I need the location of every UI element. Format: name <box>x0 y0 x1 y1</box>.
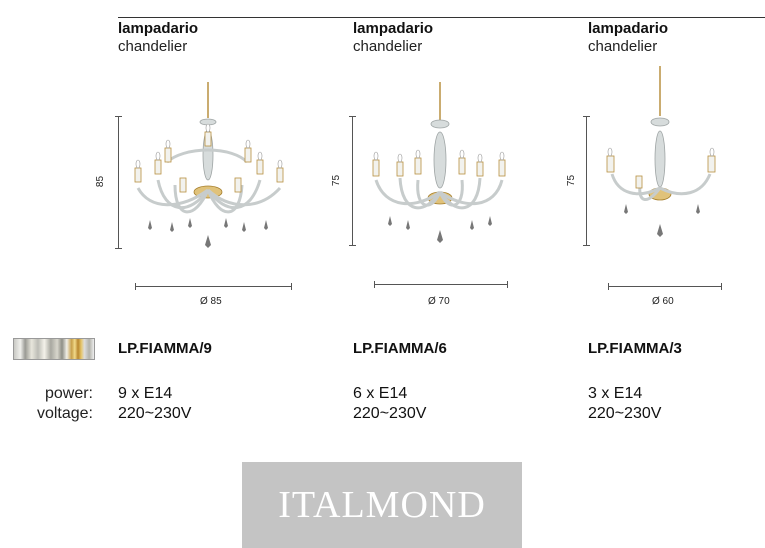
model-code: LP.FIAMMA/3 <box>588 340 682 357</box>
brand-logo: ITALMOND <box>242 462 522 548</box>
voltage-label: voltage: <box>36 405 93 422</box>
header-rule <box>118 17 765 18</box>
product-2-title: lampadario chandelier <box>353 20 433 56</box>
chandelier-6-light-photo <box>372 82 506 243</box>
finish-swatch <box>13 338 95 360</box>
type-english: chandelier <box>588 38 658 55</box>
diameter-dimension-line <box>135 283 292 290</box>
model-code: LP.FIAMMA/9 <box>118 340 212 357</box>
type-english: chandelier <box>353 38 423 55</box>
height-label: 75 <box>566 174 578 187</box>
height-dimension-line <box>583 116 590 246</box>
type-english: chandelier <box>118 38 188 55</box>
chandelier-3-light-photo <box>606 66 716 237</box>
diameter-label: Ø 60 <box>652 296 674 307</box>
height-dimension-line <box>349 116 356 246</box>
power-value: 3 x E14 <box>588 385 643 402</box>
power-value: 6 x E14 <box>353 385 408 402</box>
type-italian: lampadario <box>588 20 669 37</box>
power-value: 9 x E14 <box>118 385 173 402</box>
diameter-label: Ø 70 <box>428 296 450 307</box>
height-label: 75 <box>331 174 343 187</box>
voltage-value: 220~230V <box>118 405 192 422</box>
height-label: 85 <box>95 175 107 188</box>
type-italian: lampadario <box>353 20 434 37</box>
diameter-dimension-line <box>608 283 722 290</box>
voltage-value: 220~230V <box>588 405 662 422</box>
model-code: LP.FIAMMA/6 <box>353 340 447 357</box>
brand-name: ITALMOND <box>278 484 486 526</box>
voltage-value: 220~230V <box>353 405 427 422</box>
product-3-title: lampadario chandelier <box>588 20 668 56</box>
diameter-label: Ø 85 <box>200 296 222 307</box>
chandelier-9-light-photo <box>134 82 284 248</box>
type-italian: lampadario <box>118 20 199 37</box>
height-dimension-line <box>115 116 122 249</box>
power-label: power: <box>44 385 93 402</box>
diameter-dimension-line <box>374 281 508 288</box>
product-1-title: lampadario chandelier <box>118 20 198 56</box>
